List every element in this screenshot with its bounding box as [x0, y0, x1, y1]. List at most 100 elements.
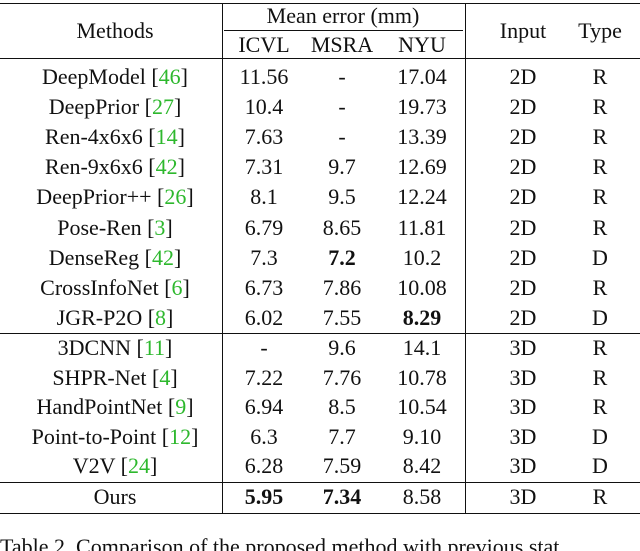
type-cell: R: [592, 154, 608, 180]
type-cell: R: [592, 124, 608, 150]
citation-number[interactable]: 42: [151, 244, 174, 270]
error-cell: 6.02: [244, 304, 284, 330]
error-cell: 8.29: [402, 304, 442, 330]
error-cell: 7.7: [328, 423, 356, 449]
rule: [0, 58, 640, 60]
citation: 24: [121, 453, 158, 478]
method-name: Ren-4x6x6: [45, 124, 143, 150]
method-name: DeepPrior: [48, 94, 140, 120]
method-name: DenseReg: [48, 244, 140, 270]
citation: 8: [148, 305, 174, 330]
error-cell: 10.78: [397, 364, 447, 390]
citation: 46: [151, 64, 188, 89]
error-cell: 7.63: [244, 124, 284, 150]
citation-number[interactable]: 27: [151, 94, 174, 120]
input-cell: 2D: [509, 94, 537, 120]
method-cell: Ren-4x6x6 14: [45, 124, 185, 150]
type-cell: R: [592, 335, 608, 360]
citation-number[interactable]: 3: [154, 214, 166, 240]
method-name: V2V: [72, 453, 116, 479]
error-cell: 8.5: [328, 394, 356, 420]
column-rule: [222, 3, 224, 514]
citation-number[interactable]: 6: [171, 274, 183, 300]
citation: 9: [168, 394, 194, 419]
error-cell: 8.42: [402, 453, 442, 479]
citation-number[interactable]: 42: [155, 154, 178, 180]
citation: 42: [148, 154, 185, 179]
citation-number[interactable]: 26: [164, 184, 187, 210]
citation: 12: [162, 424, 199, 449]
input-cell: 3D: [509, 484, 537, 509]
error-cell: 7.59: [322, 453, 362, 479]
method-name: DeepPrior++: [36, 184, 152, 210]
method-cell: HandPointNet 9: [36, 394, 194, 420]
method-name: Ren-9x6x6: [45, 154, 143, 180]
error-cell: 6.3: [250, 423, 278, 449]
type-cell: R: [592, 64, 608, 89]
error-cell: 12.24: [397, 184, 447, 210]
method-name: HandPointNet: [36, 394, 163, 420]
error-cell: 11.56: [239, 64, 289, 89]
method-name: JGR-P2O: [56, 304, 143, 330]
error-cell: -: [260, 335, 268, 360]
input-cell: 3D: [509, 394, 537, 420]
error-cell: 10.54: [397, 394, 447, 420]
input-cell: 3D: [509, 453, 537, 479]
method-cell: JGR-P2O 8: [56, 304, 174, 330]
error-cell: 9.5: [328, 184, 356, 210]
error-cell: 19.73: [397, 94, 447, 120]
error-cell: 11.81: [397, 214, 447, 240]
citation-number[interactable]: 8: [155, 304, 167, 330]
citation-number[interactable]: 14: [155, 124, 178, 150]
error-cell: 9.7: [328, 154, 356, 180]
error-cell: 7.76: [322, 364, 362, 390]
citation-number[interactable]: 12: [169, 423, 192, 449]
header-cell: MSRA: [310, 32, 374, 57]
method-name: SHPR-Net: [52, 364, 147, 390]
error-cell: 8.1: [250, 184, 278, 210]
header-cell: Mean error (mm): [266, 3, 420, 28]
citation-number[interactable]: 46: [158, 64, 181, 89]
error-cell: 6.73: [244, 274, 284, 300]
caption: Table 2. Comparison of the proposed meth…: [0, 534, 560, 551]
input-cell: 2D: [509, 214, 537, 240]
citation-number[interactable]: 9: [175, 394, 187, 420]
input-cell: 2D: [509, 244, 537, 270]
method-cell: DenseReg 42: [48, 244, 182, 270]
error-cell: 7.2: [328, 244, 356, 270]
column-rule: [465, 3, 467, 514]
error-cell: 7.86: [322, 274, 362, 300]
rule: [224, 30, 463, 32]
header-cell: Methods: [76, 18, 154, 43]
error-cell: 8.58: [402, 484, 442, 509]
error-cell: 8.65: [322, 214, 362, 240]
header-cell: Input: [499, 18, 547, 43]
type-cell: R: [592, 94, 608, 120]
citation: 42: [145, 245, 182, 270]
citation: 4: [152, 365, 178, 390]
method-name: DeepModel: [41, 64, 146, 89]
input-cell: 3D: [509, 335, 537, 360]
error-cell: 7.22: [244, 364, 284, 390]
citation-number[interactable]: 4: [159, 364, 171, 390]
error-cell: 12.69: [397, 154, 447, 180]
method-cell: 3DCNN 11: [58, 335, 173, 360]
rule: [0, 333, 640, 335]
rule: [0, 513, 640, 515]
error-cell: 17.04: [397, 64, 447, 89]
citation-number[interactable]: 24: [127, 453, 150, 479]
citation: 11: [137, 335, 173, 360]
rule: [0, 3, 640, 5]
input-cell: 2D: [509, 184, 537, 210]
error-cell: 10.4: [244, 94, 284, 120]
citation-number[interactable]: 11: [143, 335, 166, 360]
input-cell: 2D: [509, 154, 537, 180]
type-cell: R: [592, 484, 608, 509]
method-cell: DeepPrior 27: [48, 94, 182, 120]
method-cell: CrossInfoNet 6: [40, 274, 190, 300]
method-cell: DeepPrior++ 26: [36, 184, 193, 210]
type-cell: D: [592, 244, 608, 270]
error-cell: 13.39: [397, 124, 447, 150]
method-name: Point-to-Point: [31, 423, 157, 449]
